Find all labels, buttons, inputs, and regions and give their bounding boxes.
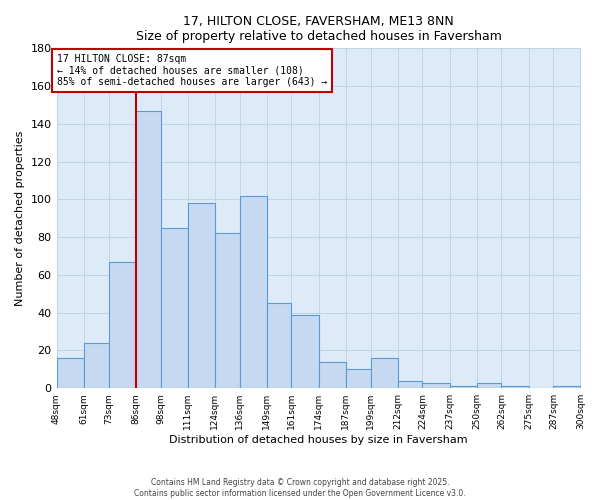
Bar — [292, 314, 319, 388]
Bar — [371, 358, 398, 388]
Title: 17, HILTON CLOSE, FAVERSHAM, ME13 8NN
Size of property relative to detached hous: 17, HILTON CLOSE, FAVERSHAM, ME13 8NN Si… — [136, 15, 502, 43]
X-axis label: Distribution of detached houses by size in Faversham: Distribution of detached houses by size … — [169, 435, 468, 445]
Bar — [136, 110, 161, 388]
Bar — [161, 228, 188, 388]
Bar — [476, 382, 502, 388]
Bar — [422, 382, 449, 388]
Bar — [83, 343, 109, 388]
Bar — [109, 262, 136, 388]
Text: Contains HM Land Registry data © Crown copyright and database right 2025.
Contai: Contains HM Land Registry data © Crown c… — [134, 478, 466, 498]
Bar — [188, 203, 215, 388]
Bar — [215, 234, 239, 388]
Bar — [398, 380, 422, 388]
Text: 17 HILTON CLOSE: 87sqm
← 14% of detached houses are smaller (108)
85% of semi-de: 17 HILTON CLOSE: 87sqm ← 14% of detached… — [56, 54, 327, 87]
Y-axis label: Number of detached properties: Number of detached properties — [15, 130, 25, 306]
Bar — [319, 362, 346, 388]
Bar — [239, 196, 266, 388]
Bar — [449, 386, 476, 388]
Bar — [346, 370, 371, 388]
Bar — [553, 386, 580, 388]
Bar — [502, 386, 529, 388]
Bar — [56, 358, 83, 388]
Bar — [266, 303, 292, 388]
